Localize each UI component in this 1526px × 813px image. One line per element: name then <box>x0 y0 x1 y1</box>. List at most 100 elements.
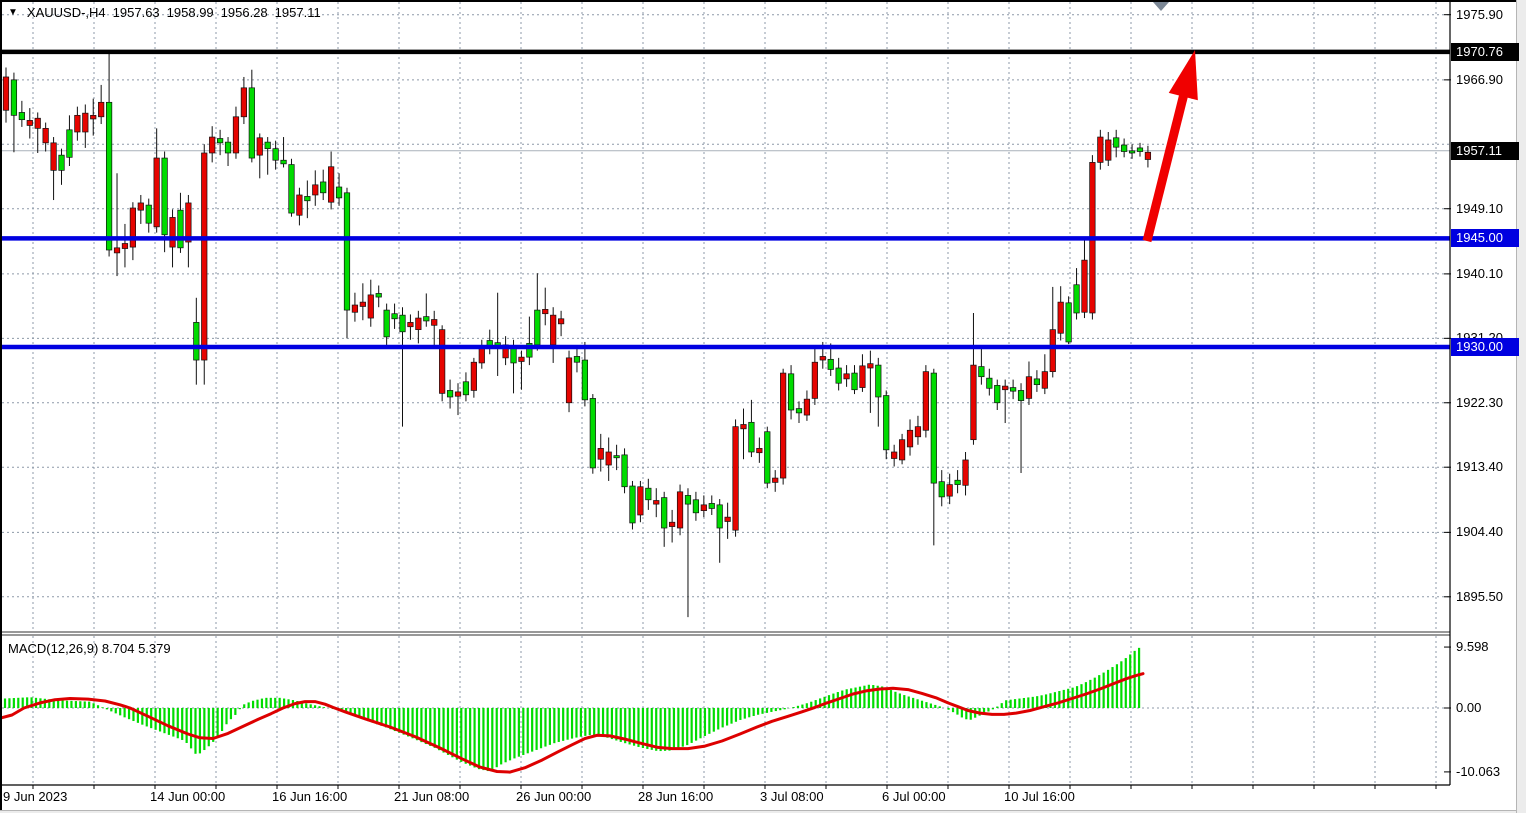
candle[interactable] <box>1128 144 1136 159</box>
candle[interactable] <box>994 379 1001 411</box>
candle[interactable] <box>597 433 604 472</box>
candle[interactable] <box>232 106 240 159</box>
candle[interactable] <box>256 133 263 179</box>
candle[interactable] <box>280 137 287 168</box>
candle[interactable] <box>1144 145 1152 168</box>
candle[interactable] <box>875 357 882 427</box>
candle[interactable] <box>653 488 660 518</box>
candle[interactable] <box>42 122 49 152</box>
candle[interactable] <box>970 312 977 445</box>
candle[interactable] <box>764 426 771 489</box>
candle[interactable] <box>240 76 247 125</box>
candle[interactable] <box>153 128 160 233</box>
candle[interactable] <box>74 106 81 141</box>
candle[interactable] <box>121 223 129 268</box>
candle[interactable] <box>415 310 422 344</box>
candle[interactable] <box>462 372 470 402</box>
candle[interactable] <box>1065 296 1072 345</box>
trend-arrow-head[interactable] <box>1168 50 1198 101</box>
candle[interactable] <box>930 368 937 546</box>
candle[interactable] <box>518 350 525 390</box>
candle[interactable] <box>328 151 335 210</box>
candle[interactable] <box>1057 286 1064 341</box>
candle[interactable] <box>859 354 866 392</box>
candle[interactable] <box>645 478 652 510</box>
candle[interactable] <box>669 509 676 543</box>
chart-background[interactable] <box>0 0 1450 784</box>
candle[interactable] <box>526 316 533 366</box>
candle[interactable] <box>399 307 406 427</box>
candle[interactable] <box>359 283 366 321</box>
candle[interactable] <box>542 287 549 326</box>
candle[interactable] <box>248 69 255 163</box>
date-label[interactable]: 28 Jun 16:00 <box>638 789 714 804</box>
candle[interactable] <box>724 502 731 539</box>
candle[interactable] <box>1113 129 1120 158</box>
candle[interactable] <box>1136 142 1144 157</box>
candle[interactable] <box>224 137 232 167</box>
candle[interactable] <box>708 495 715 515</box>
candle[interactable] <box>986 368 993 396</box>
candle[interactable] <box>787 365 795 420</box>
candle[interactable] <box>66 115 73 167</box>
candle[interactable] <box>137 194 144 224</box>
candle[interactable] <box>732 419 739 537</box>
candle[interactable] <box>105 50 113 257</box>
candle[interactable] <box>851 365 858 395</box>
date-label[interactable]: 3 Jul 08:00 <box>760 789 824 804</box>
candle[interactable] <box>375 285 382 308</box>
candle[interactable] <box>1017 383 1025 473</box>
symbol-dropdown-icon[interactable]: ▼ <box>8 7 18 18</box>
candle[interactable] <box>454 383 462 416</box>
candle[interactable] <box>470 357 477 398</box>
candle[interactable] <box>811 347 818 405</box>
candle[interactable] <box>692 491 700 521</box>
candle[interactable] <box>34 112 41 153</box>
candle[interactable] <box>867 350 874 413</box>
candle[interactable] <box>367 279 374 327</box>
candle[interactable] <box>1041 354 1048 395</box>
candle[interactable] <box>58 148 65 185</box>
date-label[interactable]: 16 Jun 16:00 <box>272 789 348 804</box>
candle[interactable] <box>296 187 303 226</box>
candle[interactable] <box>201 144 208 385</box>
candle[interactable] <box>304 180 311 219</box>
candle[interactable] <box>661 491 668 547</box>
candle[interactable] <box>1081 239 1088 319</box>
candle[interactable] <box>423 293 430 327</box>
candle[interactable] <box>938 470 945 507</box>
scroll-to-end-icon[interactable] <box>1153 2 1169 11</box>
candle[interactable] <box>312 170 319 206</box>
candle[interactable] <box>843 365 850 387</box>
candle[interactable] <box>113 173 121 277</box>
candle[interactable] <box>1033 370 1041 392</box>
candle[interactable] <box>772 470 779 492</box>
date-label[interactable]: 26 Jun 00:00 <box>516 789 592 804</box>
candle[interactable] <box>898 433 906 465</box>
candle[interactable] <box>1105 131 1112 167</box>
candle[interactable] <box>906 419 914 456</box>
date-label[interactable]: 10 Jul 16:00 <box>1004 789 1075 804</box>
candle[interactable] <box>748 399 755 458</box>
candle[interactable] <box>581 341 588 407</box>
candle[interactable] <box>407 314 414 340</box>
candle[interactable] <box>90 98 97 136</box>
candle[interactable] <box>193 297 200 385</box>
candle[interactable] <box>1025 361 1033 405</box>
candle[interactable] <box>1002 379 1009 424</box>
candle[interactable] <box>1121 138 1128 158</box>
candle[interactable] <box>82 104 89 148</box>
candle[interactable] <box>18 100 25 127</box>
candle[interactable] <box>803 390 811 421</box>
candle[interactable] <box>621 448 628 494</box>
candle[interactable] <box>431 310 438 349</box>
candle[interactable] <box>795 401 803 424</box>
candle[interactable] <box>589 394 596 474</box>
candle[interactable] <box>145 198 152 233</box>
date-label[interactable]: 6 Jul 00:00 <box>882 789 946 804</box>
candle[interactable] <box>343 187 351 339</box>
candle[interactable] <box>557 310 565 337</box>
candle[interactable] <box>1049 286 1056 378</box>
date-label[interactable]: 14 Jun 00:00 <box>150 789 226 804</box>
